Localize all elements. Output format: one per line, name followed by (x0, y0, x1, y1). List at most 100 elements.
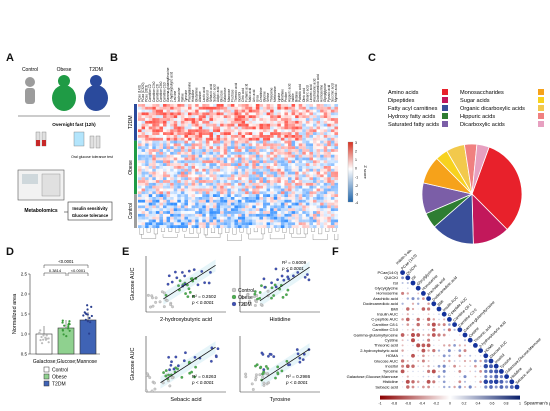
heatmap-cell (238, 197, 242, 200)
corr-circle (401, 339, 404, 342)
heatmap-cell (255, 115, 260, 119)
heatmap-cell (295, 120, 299, 124)
heatmap-cell (227, 151, 231, 155)
heatmap-cell (163, 146, 167, 150)
heatmap-cell (309, 163, 314, 167)
heatmap-cell (202, 104, 206, 107)
dendrogram-branch (232, 228, 237, 235)
heatmap-cell (291, 188, 296, 192)
heatmap-cell (138, 140, 142, 144)
heatmap-cell (141, 191, 146, 195)
heatmap-cell (205, 109, 210, 113)
heatmap-cell (252, 166, 256, 169)
heatmap-cell (327, 120, 331, 124)
heatmap-cell (138, 137, 142, 141)
heatmap-cell (155, 168, 160, 172)
heatmap-cell (313, 151, 317, 155)
panel-letter-d: D (6, 246, 14, 258)
heatmap-cell (284, 191, 289, 195)
heatmap-cell (248, 180, 253, 183)
heatmap-cell (241, 194, 246, 198)
heatmap-cell (209, 216, 214, 220)
heatmap-cell (298, 109, 303, 113)
heatmap-column-label: Oleic acid (302, 88, 306, 102)
heatmap-cell (177, 188, 181, 192)
heatmap-cell (209, 154, 214, 158)
heatmap-cell (184, 154, 189, 158)
heatmap-cell (245, 143, 249, 147)
x-axis-label: 2-hydroxybutyric acid (160, 317, 212, 323)
heatmap-cell (198, 163, 203, 167)
heatmap-cell (141, 115, 146, 119)
scatter-point (262, 368, 266, 371)
heatmap-cell (141, 104, 146, 107)
heatmap-cell (216, 177, 221, 181)
heatmap-cell (241, 171, 246, 175)
heatmap-cell (302, 104, 306, 107)
heatmap-cell (163, 137, 167, 141)
heatmap-cell (334, 154, 339, 158)
heatmap-cell (266, 202, 271, 206)
heatmap-cell (216, 154, 221, 158)
heatmap-cell (309, 222, 314, 226)
heatmap-cell (248, 177, 253, 181)
corr-circle (499, 379, 504, 384)
heatmap-cell (205, 182, 210, 186)
x-axis-label: Galactose;Glucose;Mannose (33, 359, 97, 365)
heatmap-cell (191, 225, 196, 229)
heatmap-cell (234, 194, 239, 198)
heatmap-cell (198, 137, 203, 141)
heatmap-cell (245, 151, 249, 155)
heatmap-cell (223, 180, 228, 183)
heatmap-cell (166, 146, 171, 150)
corr-circle (402, 298, 404, 300)
data-point (63, 324, 66, 327)
heatmap-cell (227, 106, 231, 110)
heatmap-cell (159, 149, 164, 152)
heatmap-cell (216, 213, 221, 217)
heatmap-cell (245, 219, 249, 223)
heatmap-cell (155, 177, 160, 181)
corr-circle (417, 349, 420, 352)
heatmap-cell (205, 151, 210, 155)
heatmap-cell (213, 120, 217, 124)
heatmap-cell (145, 180, 149, 183)
heatmap-cell (220, 163, 224, 167)
heatmap-cell (152, 182, 156, 186)
heatmap-cell (245, 225, 249, 229)
heatmap-cell (141, 157, 146, 161)
heatmap-cell (159, 109, 164, 113)
heatmap-cell (195, 146, 199, 150)
heatmap-cell (148, 166, 153, 169)
dendrogram-branch (139, 228, 144, 235)
heatmap-cell (209, 202, 214, 206)
heatmap-cell (159, 132, 164, 136)
heatmap-cell (288, 222, 292, 226)
heatmap-column-label: Carnitine C3:0 (152, 81, 156, 102)
corr-circle (442, 364, 446, 368)
heatmap-cell (220, 208, 224, 212)
heatmap-cell (288, 157, 292, 161)
heatmap-cell (230, 126, 235, 130)
heatmap-cell (245, 171, 249, 175)
heatmap-cell (305, 168, 310, 172)
heatmap-cell (291, 120, 296, 124)
heatmap-cell (248, 140, 253, 144)
heatmap-cell (155, 104, 160, 107)
heatmap-cell (220, 216, 224, 220)
corr-circle (427, 302, 430, 306)
heatmap-cell (180, 137, 185, 141)
heatmap-cell (223, 154, 228, 158)
heatmap-cell (327, 205, 331, 209)
heatmap-cell (170, 157, 174, 161)
heatmap-cell (209, 135, 214, 138)
heatmap-cell (166, 118, 171, 121)
heatmap-cell (155, 157, 160, 161)
corr-circle (438, 360, 440, 362)
heatmap-cell (138, 126, 142, 130)
heatmap-cell (152, 208, 156, 212)
heatmap-cell (313, 171, 317, 175)
heatmap-cell (141, 185, 146, 189)
heatmap-cell (173, 191, 178, 195)
heatmap-cell (180, 191, 185, 195)
